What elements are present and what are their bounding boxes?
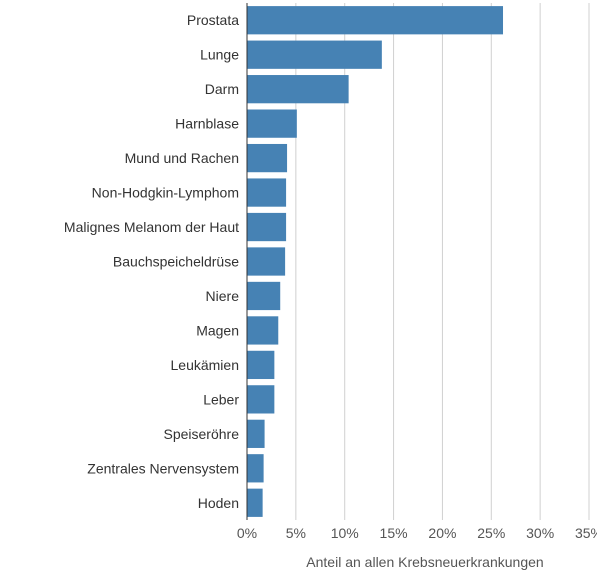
x-tick-labels: 0% 5% 10% 15% 20% 25% 30% 35% bbox=[237, 525, 597, 541]
x-tick-label: 30% bbox=[526, 525, 554, 541]
bar bbox=[247, 75, 349, 104]
category-label: Niere bbox=[206, 288, 240, 304]
bar bbox=[247, 212, 287, 242]
category-label: Zentrales Nervensystem bbox=[87, 460, 239, 476]
bar bbox=[247, 6, 504, 35]
category-label: Speiseröhre bbox=[164, 426, 240, 442]
category-labels: Prostata Lunge Darm Harnblase Mund und Rache… bbox=[64, 12, 239, 511]
x-tick-label: 35% bbox=[575, 525, 597, 541]
x-tick-label: 25% bbox=[477, 525, 505, 541]
category-label: Mund und Rachen bbox=[125, 150, 239, 166]
category-label: Hoden bbox=[198, 495, 239, 511]
category-label: Darm bbox=[205, 81, 239, 97]
x-tick-label: 15% bbox=[380, 525, 408, 541]
x-axis-title: Anteil an allen Krebsneuerkrankungen bbox=[306, 554, 543, 570]
bars-group bbox=[247, 6, 504, 517]
x-tick-label: 0% bbox=[237, 525, 257, 541]
category-label: Malignes Melanom der Haut bbox=[64, 219, 239, 235]
bar bbox=[247, 40, 382, 69]
bar bbox=[247, 247, 286, 276]
category-label: Non-Hodgkin-Lymphom bbox=[92, 185, 239, 201]
category-label: Prostata bbox=[187, 12, 239, 28]
x-tick-label: 5% bbox=[286, 525, 306, 541]
bar bbox=[247, 350, 275, 380]
category-label: Magen bbox=[196, 322, 239, 338]
category-label: Harnblase bbox=[175, 116, 239, 132]
category-label: Leber bbox=[203, 391, 239, 407]
bar bbox=[247, 316, 279, 345]
bar bbox=[247, 109, 297, 138]
bar bbox=[247, 178, 287, 207]
x-tick-label: 10% bbox=[331, 525, 359, 541]
bar bbox=[247, 385, 275, 414]
category-label: Bauchspeicheldrüse bbox=[113, 254, 239, 270]
category-label: Leukämien bbox=[171, 357, 240, 373]
bar bbox=[247, 454, 264, 483]
bar bbox=[247, 488, 263, 517]
bar bbox=[247, 281, 281, 311]
bar bbox=[247, 419, 265, 448]
category-label: Lunge bbox=[200, 47, 239, 63]
bar bbox=[247, 143, 288, 173]
x-tick-label: 20% bbox=[428, 525, 456, 541]
